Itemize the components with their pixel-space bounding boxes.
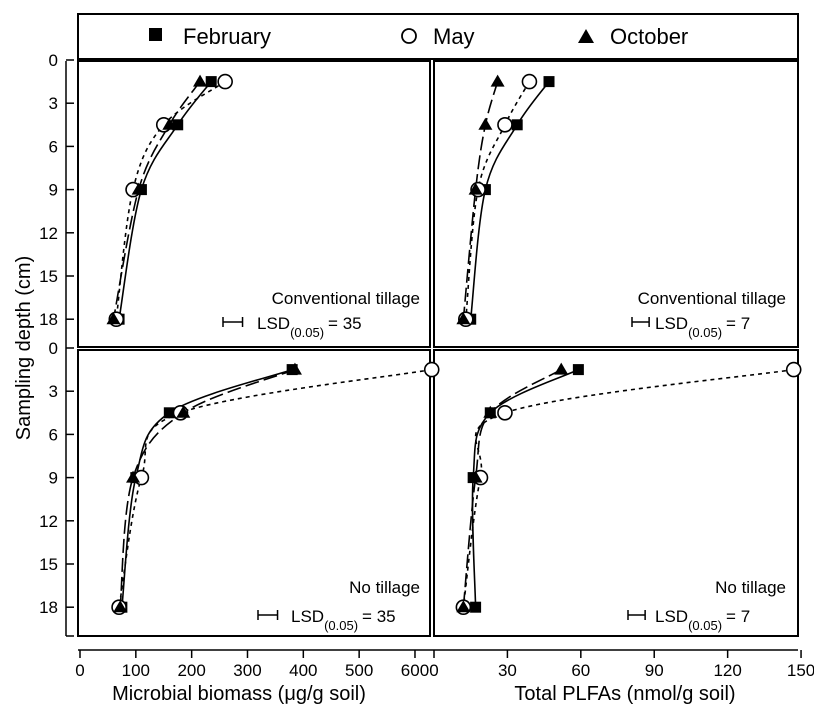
legend-square-marker [149, 28, 162, 41]
marker-may [217, 73, 233, 90]
marker-october [483, 405, 498, 418]
x-tick-label: 0 [429, 661, 438, 680]
marker-may [497, 117, 513, 133]
fit-curve-may [115, 80, 226, 320]
marker-february [470, 601, 482, 613]
fit-curve-october [462, 368, 562, 608]
marker-october [456, 600, 471, 613]
y-tick-label: 3 [49, 382, 58, 401]
x-tick-label: 300 [233, 661, 261, 680]
fit-curve-february [121, 368, 293, 608]
marker-october [106, 312, 121, 325]
fit-curve-february [471, 368, 579, 608]
panel-label-bottom-left: No tillage [349, 578, 420, 597]
marker-february [572, 364, 584, 376]
panel-label-bottom-right: No tillage [715, 578, 786, 597]
lsd-label: LSD(0.05) = 7 [655, 607, 750, 633]
fit-curve-may [462, 368, 794, 608]
x-tick-label: 90 [645, 661, 664, 680]
legend-triangle-marker [578, 29, 594, 43]
fit-curve-may [118, 368, 432, 608]
panel-frame-top-right [433, 60, 799, 348]
panel-label-top-right: Conventional tillage [638, 289, 786, 308]
x-tick-label: 0 [75, 661, 84, 680]
y-tick-label: 12 [39, 224, 58, 243]
fit-curves [112, 80, 794, 608]
x-tick-label: 120 [713, 661, 741, 680]
lsd-label: LSD(0.05) = 35 [291, 607, 396, 633]
marker-october [554, 362, 569, 375]
y-tick-label: 9 [49, 181, 58, 200]
marker-october [287, 362, 302, 375]
marker-october [468, 182, 483, 195]
marker-may [521, 73, 538, 90]
marker-may [423, 361, 440, 378]
panel-frame-bottom-right [433, 349, 799, 637]
marker-october [176, 405, 191, 418]
y-tick-label: 3 [49, 94, 58, 113]
y-tick-label: 0 [49, 51, 58, 70]
x-axis-ticks: 0 100 200 300 400 500 600 0 30 60 90 120 150 [75, 650, 814, 680]
x-axis-label-right: Total PLFAs (nmol/g soil) [514, 683, 735, 705]
fit-curve-february [118, 81, 212, 320]
fit-curve-october [112, 81, 201, 320]
x-axis-label-left: Microbial biomass (μg/g soil) [112, 683, 366, 705]
marker-february [163, 407, 175, 419]
y-tick-label: 9 [49, 469, 58, 488]
y-tick-label: 15 [39, 555, 58, 574]
x-tick-label: 30 [498, 661, 517, 680]
y-tick-label: 0 [49, 339, 58, 358]
y-tick-label: 18 [39, 310, 58, 329]
fit-curve-october [119, 368, 296, 608]
y-axis-ticks: 0 3 6 9 12 15 18 0 3 6 9 12 15 18 [39, 51, 74, 637]
marker-october [468, 470, 483, 483]
fit-curve-october [462, 81, 499, 320]
marker-february [511, 119, 523, 131]
x-tick-label: 600 [401, 661, 429, 680]
legend-february: February [183, 24, 271, 49]
marker-february [543, 76, 555, 88]
marker-may [785, 361, 802, 378]
marker-october [162, 117, 177, 130]
marker-october [456, 312, 471, 325]
lsd-label: LSD(0.05) = 35 [257, 314, 362, 340]
marker-may [497, 404, 513, 421]
y-tick-label: 12 [39, 512, 58, 531]
legend-box [77, 13, 799, 60]
x-tick-label: 200 [177, 661, 205, 680]
panel-label-top-left: Conventional tillage [272, 289, 420, 308]
marker-october [126, 470, 141, 483]
marker-october [490, 74, 505, 87]
data-markers [106, 73, 802, 616]
y-axis-label: Sampling depth (cm) [13, 256, 35, 441]
y-tick-label: 18 [39, 598, 58, 617]
marker-october [193, 74, 208, 87]
panel-frame-top-left [77, 60, 431, 348]
marker-february [205, 76, 217, 88]
x-tick-label: 100 [122, 661, 150, 680]
x-tick-label: 500 [345, 661, 373, 680]
marker-october [113, 600, 128, 613]
fit-curve-february [469, 81, 550, 320]
fit-curve-may [465, 81, 531, 320]
x-tick-label: 400 [289, 661, 317, 680]
x-tick-label: 150 [787, 661, 814, 680]
legend: February May October [77, 13, 799, 60]
marker-october [131, 182, 146, 195]
legend-circle-marker [401, 28, 417, 44]
y-tick-label: 15 [39, 267, 58, 286]
lsd-label: LSD(0.05) = 7 [655, 314, 750, 340]
y-tick-label: 6 [49, 425, 58, 444]
legend-may: May [433, 24, 475, 49]
legend-october: October [610, 24, 688, 49]
lsd-annotations: LSD(0.05) = 35 LSD(0.05) = 7 LSD(0.05) = 35 LS… [222, 314, 750, 633]
marker-october [478, 117, 493, 130]
marker-february [172, 119, 184, 131]
panel-frame-bottom-left [77, 349, 431, 637]
y-tick-label: 6 [49, 137, 58, 156]
x-tick-label: 60 [571, 661, 590, 680]
